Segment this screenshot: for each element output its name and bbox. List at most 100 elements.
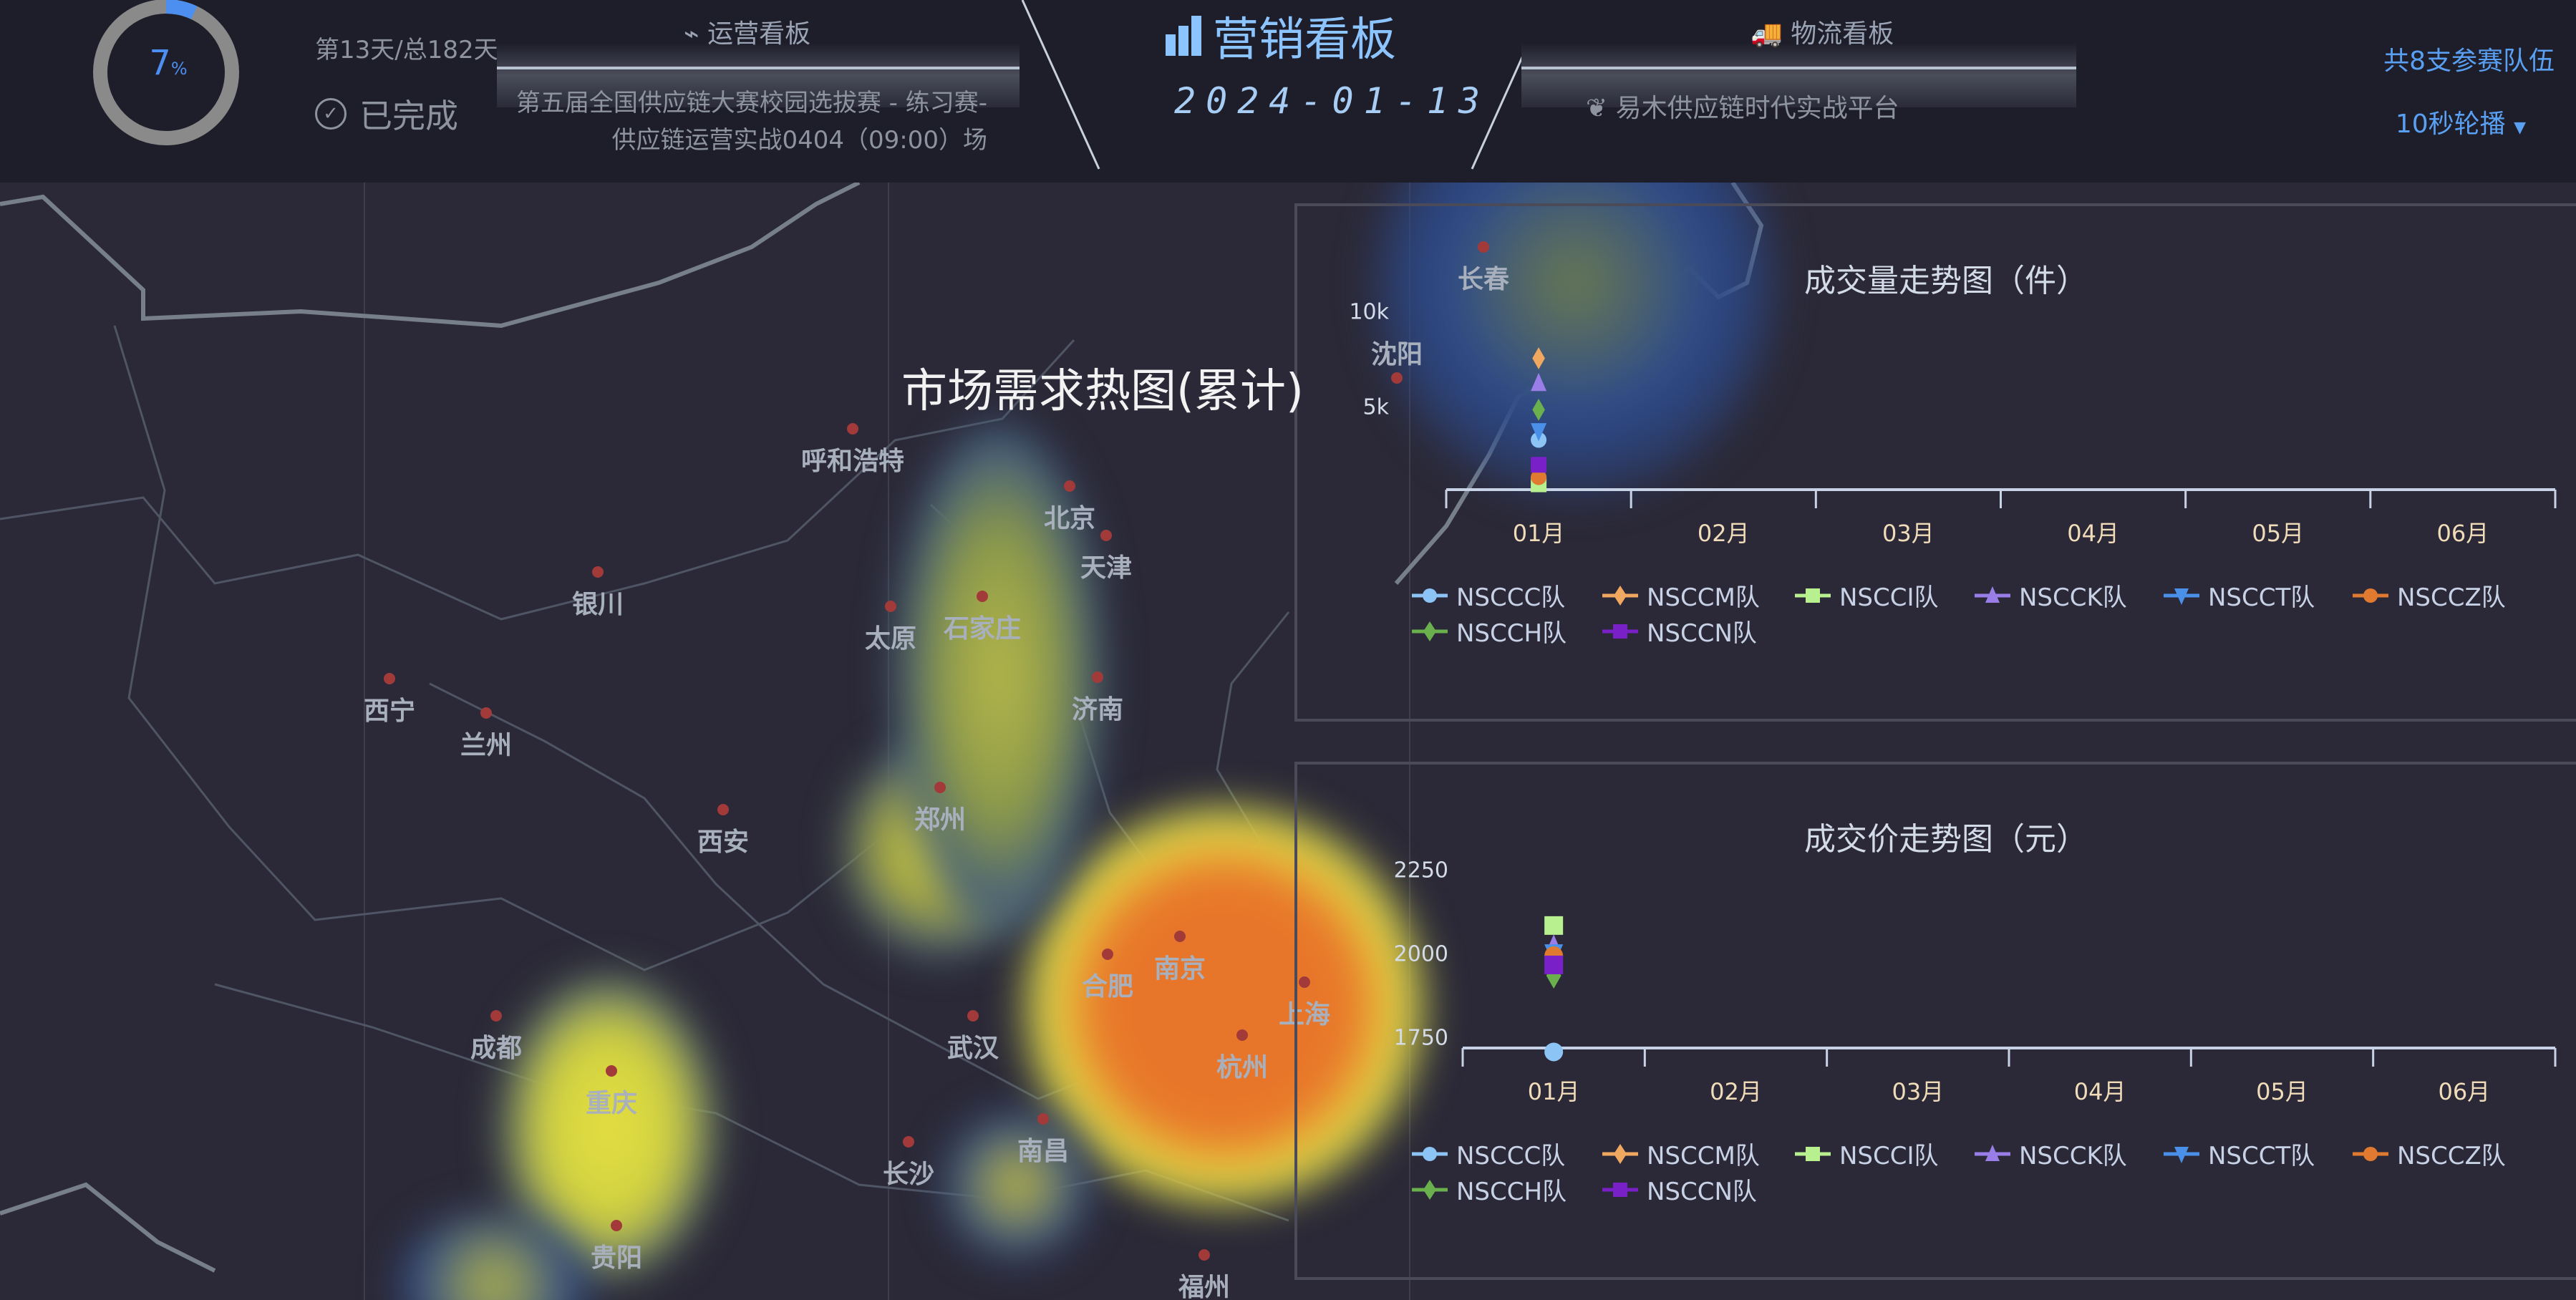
legend-item[interactable]: NSCCK队 [1973,578,2127,613]
city-marker[interactable] [967,1010,979,1022]
city-label: 上海 [1278,1000,1331,1029]
legend-item[interactable]: NSCCN队 [1601,1172,1757,1207]
volume-chart-panel [1294,203,2576,722]
city-marker[interactable] [885,601,896,612]
heatmap-map[interactable]: 长春 沈阳 呼和浩特 北京 天津 银川 石家庄 太原 西宁 兰州 济南 郑州 西安 合肥 南京 上海 成都 杭州 武… [0,183,2576,1300]
legend-item[interactable]: NSCCK队 [1973,1136,2127,1171]
competition-line2: 供应链运营实战0404（09:00）场 [611,126,987,155]
legend-item[interactable]: NSCCT队 [2162,1136,2315,1171]
legend-item[interactable]: NSCCC队 [1410,1136,1565,1171]
divider [1521,67,2076,69]
legend-label: NSCCN队 [1647,619,1757,648]
city-marker[interactable] [611,1220,622,1231]
city-marker[interactable] [1064,480,1075,492]
page-title-text: 营销看板 [1213,14,1396,67]
legend-label: NSCCN队 [1647,1178,1757,1206]
city-marker[interactable] [606,1065,617,1077]
city-marker[interactable] [592,566,604,578]
city-marker[interactable] [490,1010,502,1022]
legend-label: NSCCT队 [2208,583,2315,612]
city-marker[interactable] [717,804,729,815]
wing-logo-icon: ❦ [1586,94,1608,123]
y-tick-label: 10k [1349,299,1389,325]
city-label: 银川 [571,590,624,619]
city-marker[interactable] [1174,931,1186,942]
legend-item[interactable]: NSCCM队 [1601,1136,1760,1171]
legend-label: NSCCK队 [2019,1142,2127,1170]
city-marker[interactable] [1199,1249,1210,1261]
heat-blob-wuhan [945,1113,1088,1256]
legend-symbol-icon [1602,624,1638,639]
city-marker[interactable] [1037,1113,1049,1125]
progress-number: 7 [149,43,171,83]
city-marker[interactable] [1478,241,1489,253]
city-marker[interactable] [903,1136,914,1148]
legend-item[interactable]: NSCCN队 [1601,613,1757,649]
city-label: 南京 [1153,954,1206,984]
left-tab-band [497,0,1020,107]
header: 7% 第13天/总182天 ✓ 已完成 ⌁ 运营看板 第五届全国供应链大赛校园选… [0,0,2576,183]
city-label: 西安 [697,828,750,857]
city-marker[interactable] [1236,1029,1248,1041]
legend-label: NSCCC队 [1456,1142,1566,1170]
heat-blob-shanghai [1024,805,1425,1206]
day-counter: 第13天/总182天 [315,36,498,64]
data-point [1544,916,1564,935]
carousel-select[interactable]: 10秒轮播 ▼ [2396,103,2526,140]
legend-item[interactable]: NSCCZ队 [2351,1136,2506,1171]
tab-operations[interactable]: ⌁ 运营看板 [684,13,810,50]
city-marker[interactable] [1092,671,1103,683]
city-label: 石家庄 [943,614,1022,644]
progress-unit: % [170,59,188,79]
data-point [1531,469,1547,485]
legend-label: NSCCK队 [2019,583,2127,612]
legend-symbol-icon [2353,1146,2388,1161]
platform-name: ❦ 易木供应链时代实战平台 [1586,87,1899,125]
map-title: 市场需求热图(累计) [901,365,1304,418]
city-marker[interactable] [1102,949,1113,960]
city-marker[interactable] [1100,530,1112,541]
legend-item[interactable]: NSCCI队 [1793,578,1939,613]
tab-logistics[interactable]: 🚚 物流看板 [1751,13,1894,50]
city-marker[interactable] [1391,372,1403,384]
city-label: 合肥 [1081,972,1134,1001]
city-marker[interactable] [977,591,988,602]
divider [497,67,1020,69]
legend-item[interactable]: NSCCT队 [2162,578,2315,613]
pulse-icon: ⌁ [684,19,699,49]
legend-item[interactable]: NSCCI队 [1793,1136,1939,1171]
city-label: 长沙 [882,1160,935,1189]
city-label: 南昌 [1017,1137,1070,1166]
legend-symbol-icon [1602,1182,1638,1197]
city-label: 成都 [470,1034,523,1063]
city-marker[interactable] [1299,976,1310,988]
carousel-value: 10秒轮播 [2395,110,2506,139]
legend-item[interactable]: NSCCZ队 [2351,578,2506,613]
legend-item[interactable]: NSCCM队 [1601,578,1760,613]
competition-name: 第五届全国供应链大赛校园选拔赛 - 练习赛- 供应链运营实战0404（09:00… [497,84,987,159]
volume-chart-title: 成交量走势图（件） [1804,263,2088,299]
legend-item[interactable]: NSCCH队 [1410,1172,1567,1207]
heat-blob-beijing [895,426,1103,927]
city-marker[interactable] [934,782,946,793]
city-label: 太原 [864,624,917,654]
legend-label: NSCCM队 [1647,1142,1760,1170]
price-chart-title: 成交价走势图（元） [1804,821,2088,858]
legend-item[interactable]: NSCCH队 [1410,613,1567,649]
city-marker[interactable] [384,673,395,684]
check-circle-icon: ✓ [315,98,347,130]
legend-label: NSCCT队 [2208,1142,2315,1170]
city-marker[interactable] [480,707,492,719]
city-label: 呼和浩特 [800,447,905,476]
city-label: 沈阳 [1370,340,1423,369]
city-label: 杭州 [1216,1053,1269,1082]
legend-symbol-icon [1975,1144,2010,1161]
truck-icon: 🚚 [1751,19,1783,49]
y-tick-label: 2250 [1393,858,1448,883]
x-tick-label: 02月 [1697,520,1750,547]
legend-item[interactable]: NSCCC队 [1410,578,1565,613]
legend-label: NSCCC队 [1456,583,1566,612]
legend-symbol-icon [1795,588,1831,603]
city-label: 西宁 [363,697,416,726]
city-marker[interactable] [847,423,858,435]
